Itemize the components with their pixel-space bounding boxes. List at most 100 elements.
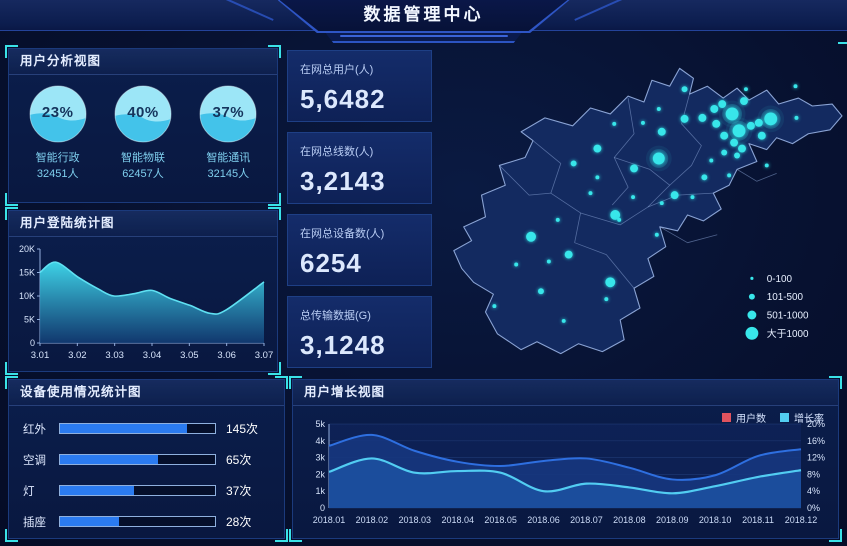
panel-title-login-stats: 用户登陆统计图 [9, 211, 277, 237]
x-axis-tick: 2018.08 [613, 515, 646, 525]
panel-user-growth: 用户增长视图 用户数 增长率 5k 4k 3k 2k 1k 0 20% 16% 12% 8% 4% 0%… [289, 376, 842, 542]
y-axis-tick: 15K [19, 268, 35, 278]
y-right-tick: 20% [807, 419, 825, 429]
header-decoration [325, 33, 522, 43]
map-data-point [555, 217, 560, 222]
y-axis-tick: 0 [30, 338, 35, 348]
x-axis-tick: 3.07 [255, 350, 274, 361]
legend-swatch [722, 413, 731, 422]
map-data-point [757, 131, 766, 140]
gauge-percent: 40% [127, 104, 159, 121]
map-data-point [727, 173, 732, 178]
map-data-point [657, 127, 666, 136]
map-data-point [725, 107, 739, 121]
map-data-point [718, 100, 727, 108]
map-data-point [764, 112, 778, 126]
device-bar-track [59, 454, 216, 465]
device-label: 红外 [23, 423, 46, 436]
map-data-point [680, 114, 689, 123]
legend-swatch [780, 413, 789, 422]
y-axis-tick: 10K [19, 291, 35, 301]
map-legend-dot [748, 293, 755, 300]
map-data-point [734, 152, 741, 159]
login-area-series [40, 262, 264, 343]
gauge-percent: 23% [41, 104, 74, 121]
map-legend-dot [747, 310, 757, 320]
panel-title-device-usage: 设备使用情况统计图 [9, 380, 284, 406]
y-right-tick: 0% [807, 503, 820, 513]
stat-card-label: 在网总线数(人) [300, 146, 374, 158]
device-bar-fill [60, 455, 158, 464]
y-right-tick: 16% [807, 436, 825, 446]
map-data-point [526, 231, 536, 242]
device-label: 空调 [23, 454, 46, 467]
panel-user-analysis: 用户分析视图 23% 智能行政 32451人 40% 智能物联 62457人 37% 智能通讯… [5, 45, 281, 206]
map-data-point [537, 288, 544, 295]
map-data-point [712, 119, 721, 128]
device-bar-chart: 红外145次空调65次灯37次插座28次窗帘24次 [9, 406, 284, 546]
map-legend-dot [745, 326, 759, 340]
map-data-point [698, 113, 707, 122]
map-data-point [738, 144, 746, 153]
stat-cards: 在网总用户(人) 5,6482 在网总线数(人) 3,2143 在网总设备数(人… [287, 50, 432, 368]
y-left-tick: 1k [315, 486, 325, 496]
x-axis-tick: 2018.06 [527, 515, 560, 525]
map-data-point [605, 277, 616, 288]
map-data-point [640, 120, 645, 125]
map-data-point [709, 158, 714, 163]
panel-title-user-analysis: 用户分析视图 [9, 49, 277, 75]
x-axis-tick: 3.03 [105, 350, 124, 361]
map-data-point [492, 304, 497, 309]
map-data-point [570, 160, 577, 167]
gauge-percent: 37% [212, 104, 245, 121]
stat-card-total-data: 总传输数据(G) 3,1248 [287, 296, 432, 368]
device-bar-fill [60, 517, 119, 526]
map-data-point [656, 106, 661, 111]
y-left-tick: 4k [315, 436, 325, 446]
liquid-gauge-3: 37% 智能通讯 32145人 [188, 85, 268, 181]
x-axis-tick: 3.01 [31, 350, 50, 361]
map-data-point [604, 297, 609, 302]
x-axis-tick: 2018.05 [484, 515, 517, 525]
device-bar-row: 插座 28次 [23, 513, 270, 530]
y-left-tick: 2k [315, 469, 325, 479]
gauge-circle [114, 85, 172, 143]
legend-item-用户数[interactable]: 用户数 [722, 410, 766, 425]
device-bar-track [59, 423, 216, 434]
device-value: 28次 [226, 515, 252, 529]
map-data-point [630, 164, 639, 173]
map-legend-label: 大于1000 [767, 327, 809, 340]
login-area-chart: 0 5K 10K 15K 20K 3.01 3.02 3.03 3.04 3.05 3.06 3.07 [19, 244, 274, 361]
map-data-point [740, 97, 748, 106]
map-legend-label: 0-100 [767, 274, 793, 285]
y-left-tick: 5k [315, 419, 325, 429]
map-data-point [564, 250, 573, 259]
liquid-gauge-1: 23% 智能行政 32451人 [18, 85, 98, 181]
map-data-point [546, 259, 551, 264]
map-data-point [561, 318, 566, 323]
x-axis-tick: 2018.04 [441, 515, 474, 525]
map-data-point [617, 217, 622, 222]
gauge-label: 智能物联 [120, 152, 165, 164]
device-bar-track [59, 516, 216, 527]
device-bar-fill [60, 424, 188, 433]
y-left-tick: 0 [320, 503, 325, 513]
y-axis-tick: 5K [24, 315, 35, 325]
map-data-point [593, 144, 602, 153]
legend-label: 用户数 [736, 414, 766, 425]
gauge-circle [199, 85, 257, 143]
map-data-point [701, 174, 708, 181]
map-data-point [631, 195, 636, 200]
map-data-point [652, 152, 665, 165]
legend-item-增长率[interactable]: 增长率 [780, 410, 824, 425]
map-internal-borders [499, 94, 777, 289]
stat-card-value: 5,6482 [300, 84, 386, 114]
panel-login-stats: 用户登陆统计图 0 5K 10K 15K 20K 3.01 3.02 3.03 3.04 3.05… [5, 207, 281, 375]
map-data-point [720, 131, 729, 140]
map-data-point [730, 138, 739, 147]
device-value: 145次 [226, 422, 259, 436]
region-map: 0-100 101-500 501-1000 大于1000 [453, 67, 843, 355]
x-axis-tick: 2018.01 [313, 515, 346, 525]
map-data-point [764, 163, 769, 168]
